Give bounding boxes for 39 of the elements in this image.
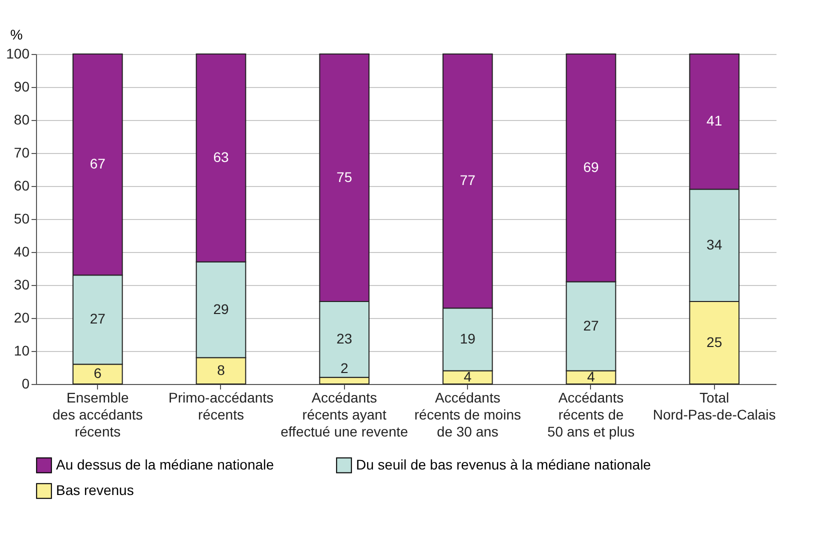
data-label: 19: [460, 330, 476, 346]
x-tick-label: Accédants récents de moins de 30 ans: [414, 390, 521, 440]
y-tick-label: 70: [14, 144, 30, 160]
y-axis-title: %: [10, 26, 23, 42]
data-label: 2: [340, 360, 348, 376]
x-tick-label: Total Nord-Pas-de-Calais: [652, 390, 776, 422]
data-label: 25: [706, 334, 722, 350]
data-label: 23: [336, 330, 352, 346]
x-tick-label: Ensemble des accédants récents: [52, 390, 143, 440]
data-label: 77: [460, 172, 476, 188]
data-label: 4: [464, 368, 472, 384]
data-label: 34: [706, 236, 722, 252]
data-label: 75: [336, 168, 352, 185]
y-tick-label: 60: [14, 178, 30, 194]
legend-label: Au dessus de la médiane nationale: [56, 456, 274, 472]
data-label: 69: [583, 158, 599, 175]
data-label: 67: [90, 156, 106, 172]
x-tick-label: Accédants récents de 50 ans et plus: [547, 390, 635, 440]
x-tick-label: Primo-accédants récents: [168, 390, 274, 422]
data-label: 29: [213, 300, 229, 317]
legend-label: Bas revenus: [56, 482, 134, 498]
y-tick-label: 40: [14, 244, 30, 260]
data-label: 27: [90, 310, 106, 327]
data-label: 8: [217, 362, 226, 378]
y-tick-label: 90: [14, 78, 30, 94]
data-label: 27: [583, 317, 599, 334]
x-tick-label: Accédants récents ayant effectué une revente: [280, 390, 408, 440]
y-tick-label: 50: [14, 210, 30, 226]
y-tick-label: 30: [14, 276, 30, 292]
data-label: 63: [213, 148, 229, 165]
data-label: 6: [94, 365, 102, 382]
legend-label: Du seuil de bas revenus à la médiane nationale: [356, 456, 652, 472]
data-label: 4: [587, 368, 596, 384]
y-tick-label: 0: [22, 376, 30, 392]
y-tick-label: 80: [14, 112, 30, 128]
y-tick-label: 100: [6, 46, 30, 62]
data-label: 41: [706, 112, 722, 129]
y-tick-label: 20: [14, 310, 30, 326]
y-tick-label: 10: [14, 342, 30, 358]
